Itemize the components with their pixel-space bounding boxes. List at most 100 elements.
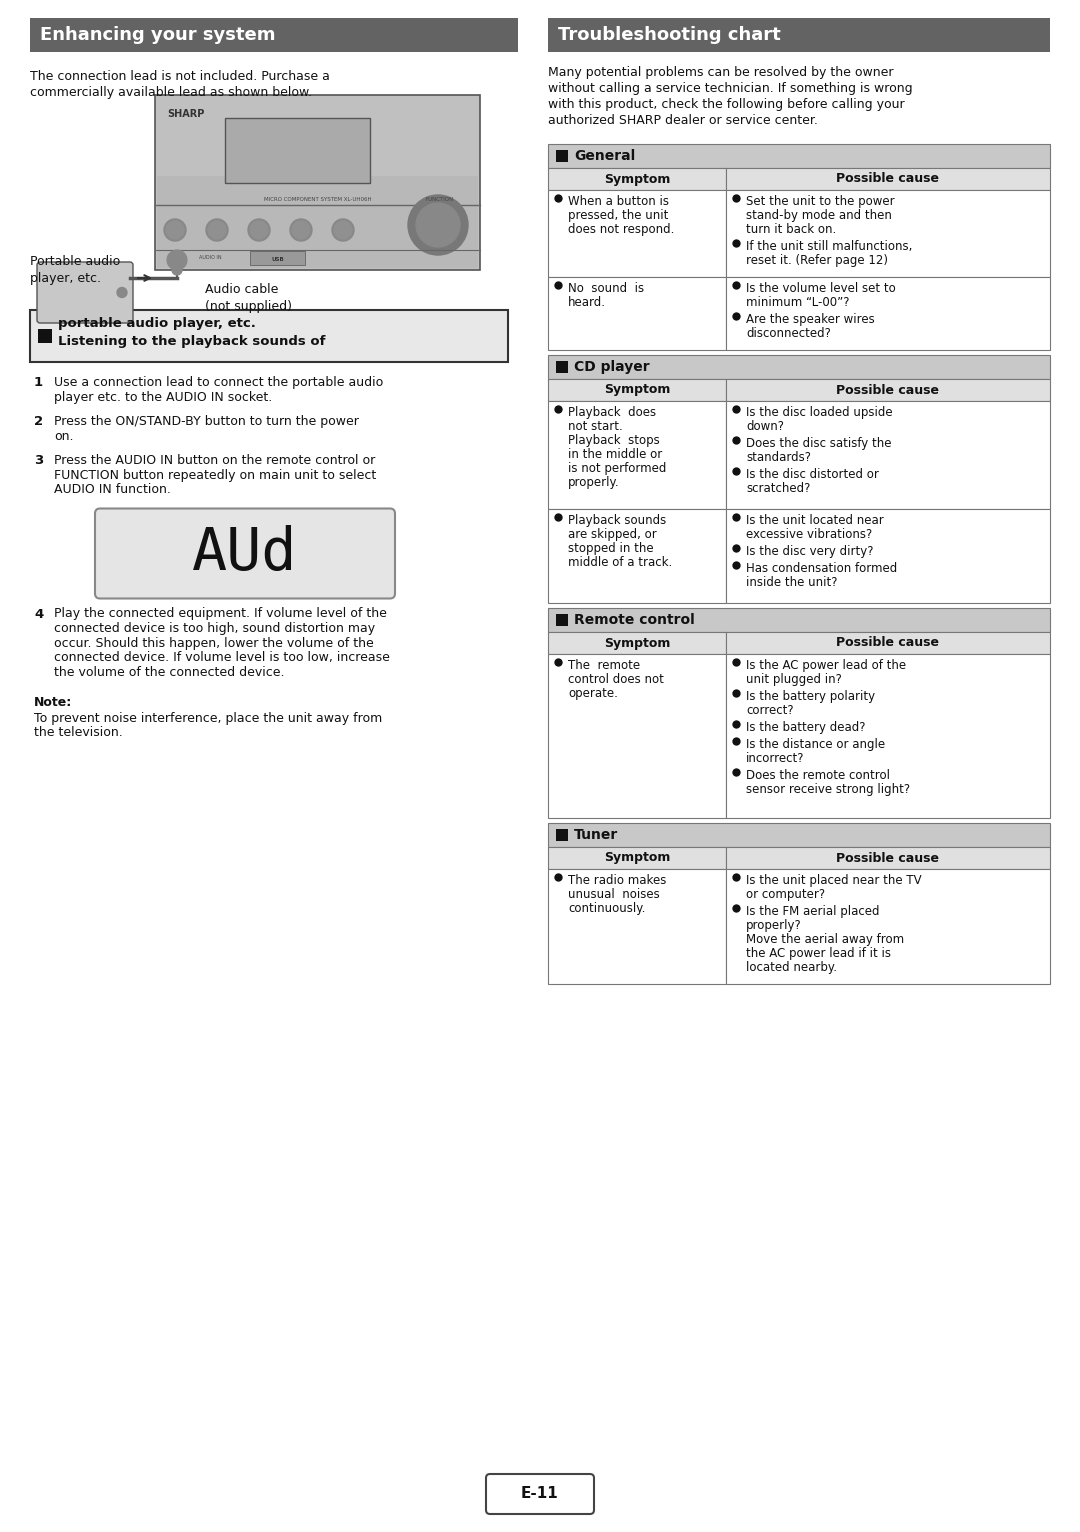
Bar: [726, 169, 1050, 190]
Bar: [548, 847, 726, 869]
Text: 3: 3: [33, 453, 43, 467]
Circle shape: [292, 221, 310, 239]
Bar: [548, 190, 726, 277]
Text: minimum “L-00”?: minimum “L-00”?: [746, 296, 850, 309]
Text: No  sound  is: No sound is: [568, 282, 644, 296]
FancyBboxPatch shape: [95, 509, 395, 599]
Text: heard.: heard.: [568, 296, 606, 309]
Text: Playback  stops: Playback stops: [568, 434, 660, 447]
Bar: [548, 144, 1050, 169]
Text: with this product, check the following before calling your: with this product, check the following b…: [548, 98, 905, 110]
Text: CD player: CD player: [573, 360, 650, 374]
Bar: [726, 654, 1050, 818]
Bar: [726, 633, 1050, 654]
Text: Symptom: Symptom: [604, 383, 671, 397]
Text: unit plugged in?: unit plugged in?: [746, 673, 842, 686]
Text: without calling a service technician. If something is wrong: without calling a service technician. If…: [548, 83, 913, 95]
Text: the television.: the television.: [33, 726, 123, 740]
Text: FUNCTION button repeatedly on main unit to select: FUNCTION button repeatedly on main unit …: [54, 469, 376, 481]
Text: unusual  noises: unusual noises: [568, 889, 660, 901]
Text: portable audio player, etc.: portable audio player, etc.: [58, 317, 256, 331]
Text: Remote control: Remote control: [573, 613, 694, 627]
Text: Is the battery dead?: Is the battery dead?: [746, 722, 865, 734]
Text: incorrect?: incorrect?: [746, 752, 805, 764]
Text: To prevent noise interference, place the unit away from: To prevent noise interference, place the…: [33, 712, 382, 725]
Text: located nearby.: located nearby.: [746, 961, 837, 974]
Text: Playback sounds: Playback sounds: [568, 515, 666, 527]
Text: does not respond.: does not respond.: [568, 224, 674, 236]
Text: Move the aerial away from: Move the aerial away from: [746, 933, 904, 945]
Bar: [548, 18, 1050, 52]
Text: 2: 2: [33, 415, 43, 427]
Circle shape: [416, 204, 460, 247]
Text: scratched?: scratched?: [746, 483, 810, 495]
Bar: [726, 277, 1050, 349]
Text: pressed, the unit: pressed, the unit: [568, 208, 669, 222]
Text: SHARP: SHARP: [167, 109, 204, 119]
Circle shape: [166, 221, 184, 239]
Text: MICRO COMPONENT SYSTEM XL-UH06H: MICRO COMPONENT SYSTEM XL-UH06H: [264, 198, 372, 202]
Text: Is the distance or angle: Is the distance or angle: [746, 738, 886, 751]
Text: General: General: [573, 149, 635, 162]
Text: Enhancing your system: Enhancing your system: [40, 26, 275, 44]
Text: control does not: control does not: [568, 673, 664, 686]
Circle shape: [172, 265, 183, 276]
Text: Press the ON/STAND-BY button to turn the power: Press the ON/STAND-BY button to turn the…: [54, 415, 359, 427]
Text: Is the disc loaded upside: Is the disc loaded upside: [746, 406, 893, 418]
Bar: [556, 614, 568, 627]
Circle shape: [164, 219, 186, 241]
Text: 1: 1: [33, 375, 43, 389]
Bar: [548, 401, 726, 509]
Bar: [156, 95, 480, 270]
Text: AUDIO IN: AUDIO IN: [199, 254, 221, 260]
Text: properly.: properly.: [568, 476, 620, 489]
Text: FUNCTION: FUNCTION: [426, 198, 454, 202]
Text: in the middle or: in the middle or: [568, 447, 662, 461]
Text: Symptom: Symptom: [604, 852, 671, 864]
Bar: [38, 329, 52, 343]
Text: Note:: Note:: [33, 696, 72, 709]
Text: correct?: correct?: [746, 705, 794, 717]
Text: on.: on.: [54, 429, 73, 443]
Text: Is the battery polarity: Is the battery polarity: [746, 689, 875, 703]
Bar: [249, 251, 305, 265]
Text: When a button is: When a button is: [568, 195, 669, 208]
Circle shape: [206, 219, 228, 241]
Text: the volume of the connected device.: the volume of the connected device.: [54, 665, 284, 679]
Text: inside the unit?: inside the unit?: [746, 576, 837, 588]
Bar: [726, 401, 1050, 509]
Text: connected device is too high, sound distortion may: connected device is too high, sound dist…: [54, 622, 375, 634]
Text: Audio cable
(not supplied): Audio cable (not supplied): [205, 283, 292, 313]
Bar: [30, 309, 508, 362]
Text: Use a connection lead to connect the portable audio: Use a connection lead to connect the por…: [54, 375, 383, 389]
Text: stand-by mode and then: stand-by mode and then: [746, 208, 892, 222]
Bar: [548, 823, 1050, 847]
Text: turn it back on.: turn it back on.: [746, 224, 836, 236]
Text: Symptom: Symptom: [604, 173, 671, 185]
Text: E-11: E-11: [522, 1486, 558, 1501]
Bar: [548, 869, 726, 984]
Bar: [548, 355, 1050, 378]
Bar: [726, 509, 1050, 604]
Text: USB: USB: [272, 257, 284, 262]
Text: not start.: not start.: [568, 420, 623, 434]
Text: The radio makes: The radio makes: [568, 873, 666, 887]
Circle shape: [334, 221, 352, 239]
Bar: [548, 654, 726, 818]
Text: continuously.: continuously.: [568, 902, 646, 915]
Text: Does the remote control: Does the remote control: [746, 769, 890, 781]
Circle shape: [117, 288, 127, 297]
Text: disconnected?: disconnected?: [746, 326, 831, 340]
Text: Set the unit to the power: Set the unit to the power: [746, 195, 894, 208]
Text: standards?: standards?: [746, 450, 811, 464]
Text: AUd: AUd: [192, 525, 298, 582]
Text: Play the connected equipment. If volume level of the: Play the connected equipment. If volume …: [54, 608, 387, 620]
Text: is not performed: is not performed: [568, 463, 666, 475]
Text: Is the unit placed near the TV: Is the unit placed near the TV: [746, 873, 921, 887]
Text: Is the volume level set to: Is the volume level set to: [746, 282, 895, 296]
Text: Does the disc satisfy the: Does the disc satisfy the: [746, 437, 891, 450]
Bar: [548, 633, 726, 654]
Bar: [556, 829, 568, 841]
Bar: [726, 190, 1050, 277]
Text: Is the FM aerial placed: Is the FM aerial placed: [746, 905, 879, 918]
